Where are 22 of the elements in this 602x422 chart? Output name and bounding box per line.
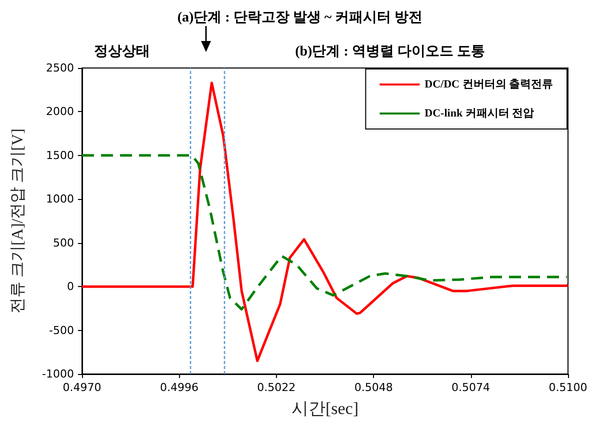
x-tick-label: 0.5048: [354, 381, 393, 394]
y-tick-label: 1000: [46, 192, 74, 206]
text: 정상상태: [94, 44, 150, 60]
y-tick-label: 500: [53, 236, 74, 250]
x-tick-label: 0.5022: [257, 381, 296, 394]
line-series: [80, 154, 568, 311]
x-tick-label: 0.5074: [452, 381, 490, 394]
x-tick-label: 0.4970: [62, 381, 102, 394]
text: (a)단계 : 단락고장 발생 ~ 커패시터 방전: [177, 10, 423, 26]
y-tick-label: 0: [67, 280, 74, 294]
x-tick-label: 0.4996: [160, 381, 198, 394]
x-axis-title: 시간[sec]: [291, 399, 359, 418]
y-tick-label: 2000: [46, 105, 74, 118]
legend-label: DC/DC 컨버터의 출력전류: [424, 78, 554, 90]
x-tick-label: 0.5100: [548, 381, 588, 394]
legend-label: DC-link 커패시터 전압: [424, 108, 534, 120]
y-tick-label: -500: [49, 324, 74, 337]
y-tick-label: -1000: [42, 368, 74, 380]
y-tick-label: 2500: [46, 62, 74, 74]
text: (b)단계 : 역병렬 다이오드 도통: [295, 44, 485, 60]
y-tick-label: 1500: [46, 148, 74, 162]
y-axis-title: 전류 크기[A]/전압 크기[V]: [10, 128, 26, 314]
